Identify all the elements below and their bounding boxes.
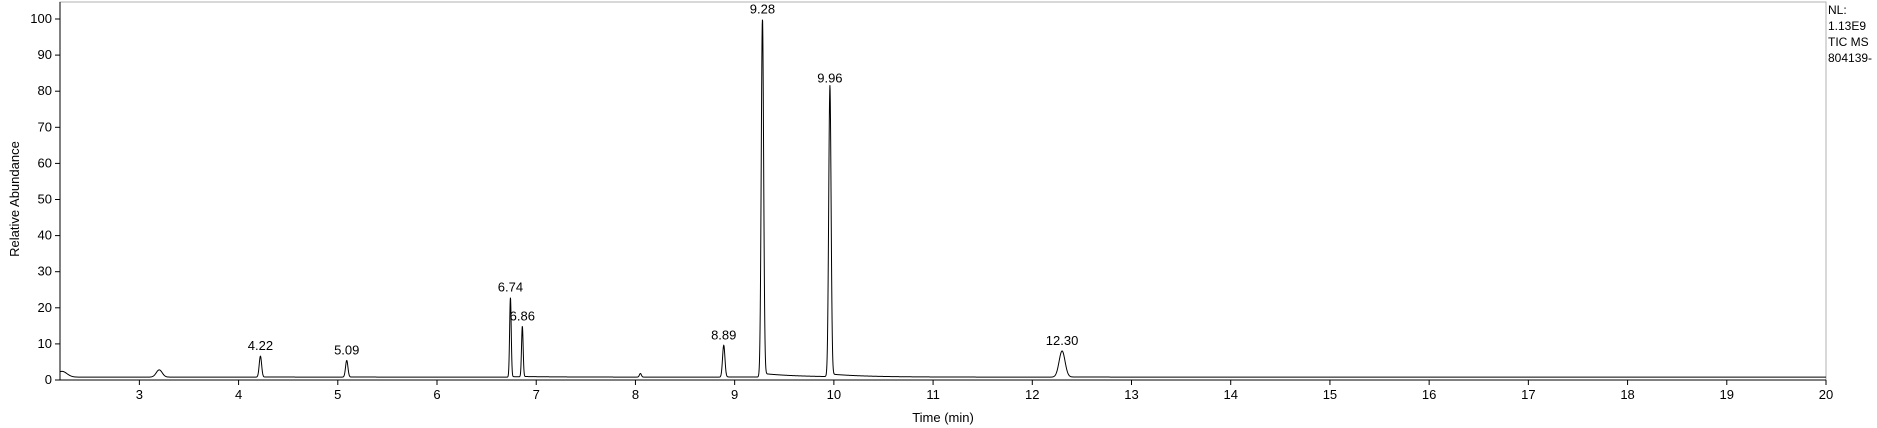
x-axis-title: Time (min) [912,410,974,425]
tic-trace-line [59,19,1826,378]
plot-frame [59,1,1827,381]
y-axis-title: Relative Abundance [7,141,22,257]
x-tick-label: 10 [827,387,841,402]
peak-label: 9.96 [817,70,842,85]
y-tick-label: 70 [38,119,52,134]
nl-value: 1.13E9 [1828,19,1867,33]
y-tick-label: 30 [38,264,52,279]
nl-label: NL: [1828,3,1847,17]
file-name: 804139- [1828,51,1873,65]
x-tick-label: 5 [334,387,341,402]
peak-label: 12.30 [1046,333,1079,348]
x-tick-label: 4 [235,387,242,402]
peak-label: 4.22 [248,338,273,353]
info-panel: NL: 1.13E9 TIC MS 804139- [1828,2,1877,66]
x-tick-label: 14 [1223,387,1237,402]
x-tick-label: 20 [1819,387,1833,402]
y-tick-label: 0 [45,372,52,387]
y-tick-label: 80 [38,83,52,98]
peak-label: 6.86 [510,309,535,324]
x-tick-label: 3 [136,387,143,402]
x-tick-label: 18 [1620,387,1634,402]
peak-label: 8.89 [711,327,736,342]
x-tick-label: 9 [731,387,738,402]
x-tick-label: 7 [533,387,540,402]
x-tick-label: 11 [926,387,940,402]
x-axis-ticks: 3 4 5 6 7 8 9 10 11 12 13 14 15 16 17 18 19 20 [136,380,1833,402]
y-axis-ticks: 0 10 20 30 40 50 60 70 80 90 100 [30,11,60,387]
peak-labels: 4.22 5.09 6.74 6.86 8.89 9.28 9.96 12.30 [248,2,1079,358]
x-tick-label: 12 [1025,387,1039,402]
y-tick-label: 50 [38,192,52,207]
x-tick-label: 13 [1124,387,1138,402]
y-tick-label: 20 [38,300,52,315]
peak-label: 9.28 [750,2,775,17]
x-tick-label: 17 [1521,387,1535,402]
peak-label: 5.09 [334,343,359,358]
peak-label: 6.74 [498,280,523,295]
x-tick-label: 8 [632,387,639,402]
x-tick-label: 6 [433,387,440,402]
y-tick-label: 10 [38,336,52,351]
y-tick-label: 90 [38,47,52,62]
y-tick-label: 100 [30,11,52,26]
y-tick-label: 60 [38,155,52,170]
scan-filter: TIC MS [1828,35,1869,49]
x-tick-label: 15 [1323,387,1337,402]
x-tick-label: 16 [1422,387,1436,402]
y-tick-label: 40 [38,228,52,243]
x-tick-label: 19 [1720,387,1734,402]
